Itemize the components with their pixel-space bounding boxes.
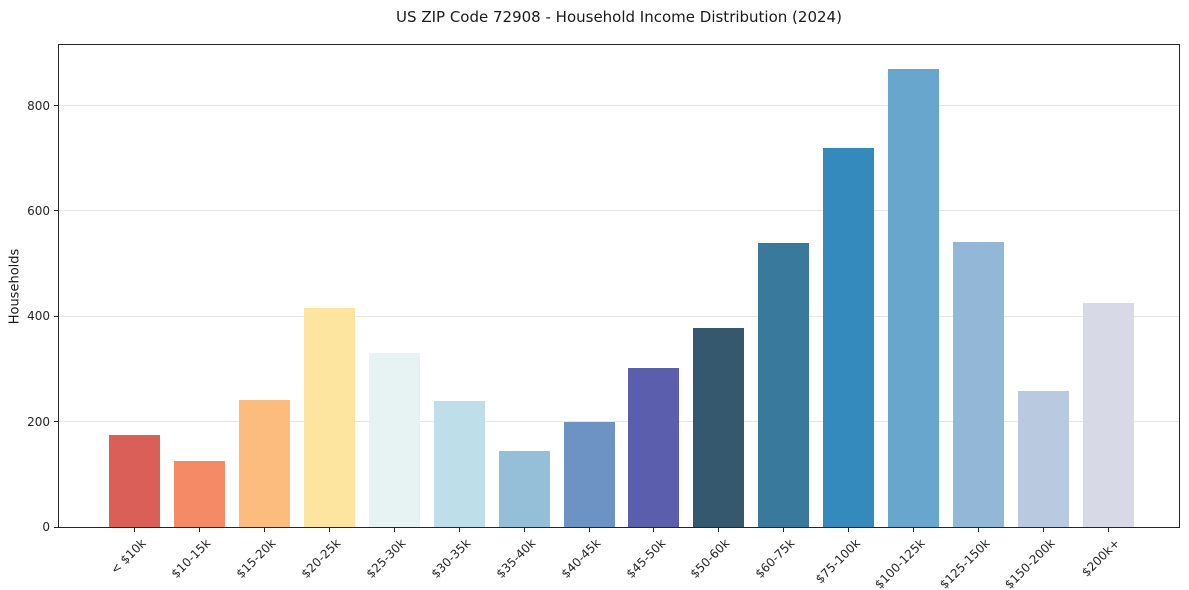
x-tick-label: $75-100k	[812, 536, 863, 587]
y-tick-label: 400	[27, 309, 50, 324]
x-tick-mark	[978, 527, 980, 532]
gridline-y-800	[59, 105, 1179, 107]
y-tick-label: 600	[27, 203, 50, 218]
x-tick-mark	[1043, 527, 1045, 532]
bar-8	[628, 367, 680, 527]
x-tick-mark	[848, 527, 850, 532]
bar-15	[1083, 303, 1134, 527]
x-tick-label: $100-125k	[871, 536, 928, 590]
gridline-y-400	[59, 315, 1179, 317]
x-tick-mark	[393, 527, 395, 532]
x-tick-mark	[783, 527, 785, 532]
x-tick-label: $10-15k	[168, 536, 214, 581]
x-tick-mark	[263, 527, 265, 532]
x-tick-label: $45-50k	[622, 536, 668, 581]
bar-0	[109, 434, 160, 527]
x-tick-mark	[588, 527, 590, 532]
x-tick-mark	[653, 527, 655, 532]
bar-4	[368, 353, 420, 527]
bar-9	[693, 327, 745, 527]
x-tick-mark	[1108, 527, 1109, 532]
x-tick-label: $15-20k	[233, 536, 279, 581]
y-tick-mark	[54, 315, 59, 317]
x-tick-label: < $10k	[107, 536, 149, 577]
bar-2	[238, 399, 290, 527]
x-tick-label: $20-25k	[298, 536, 344, 581]
bar-5	[433, 400, 485, 527]
bar-10	[758, 242, 810, 527]
bar-1	[173, 461, 225, 527]
gridline-y-600	[59, 210, 1179, 212]
x-tick-label: $150-200k	[1001, 536, 1058, 590]
chart-title: US ZIP Code 72908 - Household Income Dis…	[396, 8, 842, 26]
y-tick-label: 200	[27, 414, 50, 429]
x-tick-mark	[523, 527, 525, 532]
bar-12	[888, 68, 940, 527]
y-tick-label: 800	[27, 98, 50, 113]
y-axis-label: Households	[7, 248, 23, 324]
x-tick-label: $25-30k	[363, 536, 409, 581]
bar-3	[303, 308, 355, 527]
bar-13	[953, 241, 1005, 527]
y-tick-mark	[54, 105, 59, 107]
bar-6	[498, 450, 550, 527]
x-tick-mark	[458, 527, 460, 532]
x-tick-label: $200k+	[1078, 536, 1123, 580]
bar-14	[1018, 391, 1070, 527]
y-tick-mark	[54, 526, 59, 528]
x-tick-label: $40-45k	[558, 536, 603, 581]
x-tick-label: $125-150k	[936, 536, 993, 590]
bar-7	[563, 421, 615, 527]
x-tick-label: $60-75k	[752, 536, 798, 581]
x-tick-mark	[134, 527, 135, 532]
gridline-y-200	[59, 421, 1179, 423]
x-tick-mark	[328, 527, 330, 532]
bar-11	[823, 147, 875, 527]
x-tick-mark	[913, 527, 915, 532]
x-tick-mark	[718, 527, 720, 532]
x-tick-label: $50-60k	[687, 536, 733, 581]
y-axis-label-container: Households	[0, 45, 30, 527]
x-tick-label: $35-40k	[493, 536, 538, 581]
y-tick-label: 0	[42, 520, 50, 534]
y-tick-mark	[54, 210, 59, 212]
y-tick-mark	[54, 421, 59, 423]
plot-area: 0 200 400 600 800 < $10k $10-15k $15-20k $20-25k…	[27, 44, 1180, 590]
x-tick-label: $30-35k	[428, 536, 474, 581]
x-tick-mark	[198, 527, 200, 532]
